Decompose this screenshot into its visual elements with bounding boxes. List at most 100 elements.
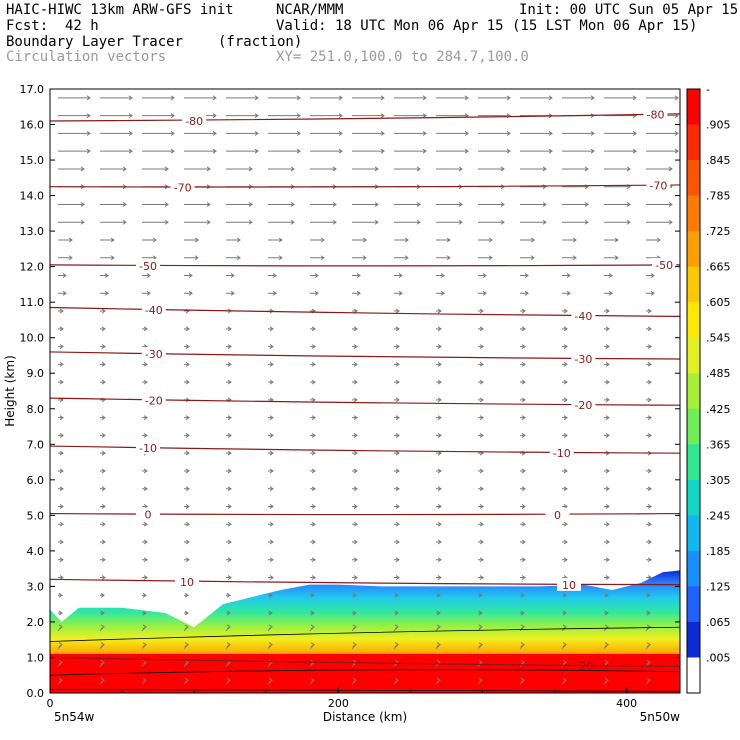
vector-arrow — [100, 539, 106, 545]
vector-arrow — [478, 397, 484, 403]
colorbar-label: .005 — [706, 651, 731, 664]
vector-arrow — [562, 361, 568, 367]
vector-arrow — [394, 592, 399, 598]
vector-arrow — [562, 273, 571, 278]
vector-arrow — [226, 521, 232, 527]
vector-arrow — [268, 539, 274, 545]
colorbar-frame — [686, 88, 701, 694]
vector-arrow — [310, 415, 316, 421]
vector-arrow — [142, 166, 169, 172]
vector-arrow — [226, 219, 253, 225]
contour-label-bg — [652, 258, 677, 272]
vector-arrow — [58, 237, 73, 243]
vector-arrow — [310, 575, 316, 580]
forecast-hour: 42 h — [65, 18, 99, 34]
vector-arrow — [436, 361, 442, 367]
vector-arrow — [100, 468, 106, 474]
vector-arrow — [562, 148, 595, 154]
vector-arrow — [478, 202, 505, 207]
vector-arrow — [604, 361, 610, 367]
vector-arrow — [309, 642, 315, 649]
y-tick-label: 16.0 — [20, 119, 45, 132]
vector-arrow — [310, 361, 316, 367]
vector-arrow — [562, 130, 595, 136]
vector-arrow — [394, 486, 400, 492]
vector-arrow — [310, 166, 337, 172]
vector-arrow — [394, 539, 400, 545]
vector-arrow — [226, 290, 235, 296]
vector-arrow — [394, 326, 400, 332]
vector-arrow — [520, 592, 525, 598]
vector-arrow — [646, 344, 652, 350]
vector-arrow — [520, 504, 526, 509]
contour-label-bg — [174, 574, 199, 588]
vector-arrow — [646, 592, 651, 598]
vector-arrow — [100, 450, 106, 456]
vector-arrow — [394, 557, 400, 563]
colorbar-swatch — [687, 621, 700, 658]
vector-arrow — [352, 397, 358, 403]
x-left-endpoint: 5n54w — [54, 710, 95, 724]
vector-arrow — [184, 468, 190, 474]
vector-arrow — [226, 255, 241, 261]
vector-arrow — [58, 504, 64, 509]
vector-arrow — [184, 432, 190, 438]
vector-arrow — [352, 415, 358, 421]
model-source: NCAR/MMM — [276, 2, 344, 18]
contour-label-bg — [571, 309, 596, 323]
vector-arrow — [436, 504, 442, 509]
vector-arrow — [646, 504, 652, 509]
vector-arrow — [184, 344, 190, 350]
vector-arrow — [562, 202, 589, 207]
colorbar-swatch — [687, 302, 700, 339]
vector-arrow — [184, 166, 211, 172]
vector-arrow — [310, 504, 316, 509]
vector-arrow — [393, 642, 399, 649]
colorbar-swatch — [687, 373, 700, 410]
vector-arrow — [352, 202, 379, 207]
vector-arrow — [58, 290, 67, 296]
cross-section-endpoints: XY= 251.0,100.0 to 284.7,100.0 — [276, 49, 529, 65]
vector-arrow — [268, 468, 274, 474]
vector-arrow — [562, 539, 568, 545]
vector-arrow — [184, 610, 189, 616]
vector-arrow — [604, 610, 609, 616]
contour-label-bg — [545, 507, 570, 521]
colorbar-swatch — [687, 89, 700, 126]
vector-arrow — [142, 273, 151, 278]
contour-label-bg — [182, 113, 207, 127]
vector-arrow — [604, 415, 610, 421]
vector-arrow — [436, 557, 442, 563]
vector-arrow — [478, 237, 493, 243]
vector-arrow — [646, 308, 652, 314]
vector-arrow — [562, 344, 568, 350]
vector-arrow — [604, 219, 631, 225]
colorbar-swatch — [687, 515, 700, 552]
vector-arrow — [646, 130, 679, 136]
y-axis-label: Height (km) — [3, 355, 17, 426]
vector-arrow — [184, 557, 190, 563]
vector-arrow — [436, 592, 441, 598]
vector-arrow — [142, 95, 175, 101]
vector-arrow — [351, 677, 357, 685]
vector-arrow — [520, 415, 526, 421]
vector-arrow — [478, 290, 487, 296]
vector-arrow — [100, 610, 105, 616]
vectors-label: Circulation vectors — [6, 49, 167, 65]
vector-arrow — [184, 326, 190, 332]
vector-arrow — [225, 624, 231, 632]
vector-arrow — [352, 219, 379, 225]
vector-arrow — [100, 148, 133, 154]
vector-arrow — [226, 575, 232, 580]
vector-arrow — [100, 166, 127, 172]
plot-frame — [49, 88, 681, 694]
vector-arrow — [58, 166, 85, 172]
x-tick-label: 0 — [47, 697, 54, 710]
colorbar-swatch — [687, 231, 700, 268]
colorbar-label: .305 — [706, 474, 731, 487]
contour-label: -30 — [145, 348, 163, 361]
vector-arrow — [519, 624, 525, 632]
vector-arrow — [226, 557, 232, 563]
init-time: Init: 00 UTC Sun 05 Apr 15 — [519, 2, 739, 18]
y-tick-label: 6.0 — [27, 474, 45, 487]
